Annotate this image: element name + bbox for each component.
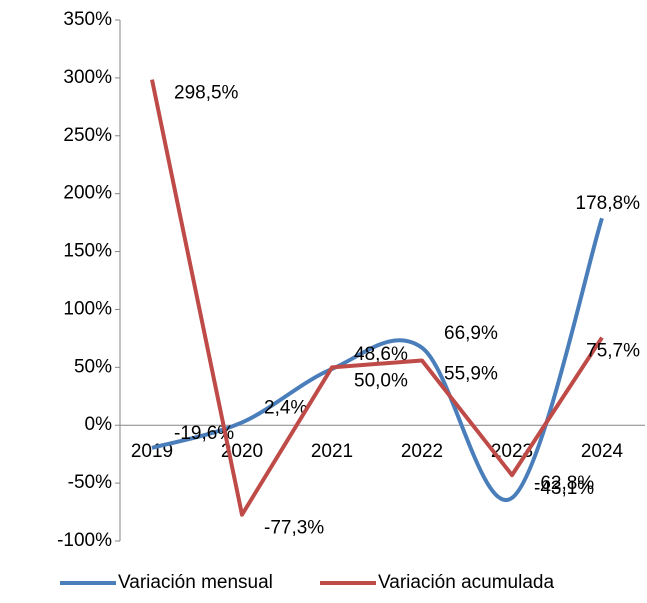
- data-label: 2,4%: [264, 397, 307, 418]
- series-line: [150, 79, 604, 517]
- x-tick-label: 2021: [311, 441, 353, 462]
- y-tick-label: -50%: [68, 472, 112, 493]
- legend-label: Variación mensual: [118, 572, 273, 593]
- y-tick-label: 50%: [74, 356, 112, 377]
- y-tick-label: 100%: [63, 298, 112, 319]
- x-tick-label: 2024: [581, 441, 624, 462]
- data-label: -62,8%: [534, 473, 594, 494]
- data-label: 178,8%: [576, 193, 641, 214]
- x-tick-label: 2022: [401, 441, 443, 462]
- y-tick-label: 250%: [63, 125, 112, 146]
- data-label: 298,5%: [174, 83, 239, 104]
- data-label: 48,6%: [354, 344, 408, 365]
- legend-label: Variación acumulada: [378, 572, 554, 593]
- data-label: -77,3%: [264, 518, 324, 539]
- data-label: 66,9%: [444, 323, 498, 344]
- data-label: 75,7%: [586, 341, 640, 362]
- y-tick-label: 350%: [63, 9, 112, 30]
- y-tick-label: 300%: [63, 67, 112, 88]
- y-tick-label: 200%: [63, 183, 112, 204]
- y-tick-label: 150%: [63, 241, 112, 262]
- data-label: 50,0%: [354, 370, 408, 391]
- y-tick-label: -100%: [57, 530, 112, 551]
- y-tick-label: 0%: [85, 414, 113, 435]
- data-label: -19,6%: [174, 423, 234, 444]
- data-label: 55,9%: [444, 364, 498, 385]
- data-label: -43,1%: [534, 478, 594, 499]
